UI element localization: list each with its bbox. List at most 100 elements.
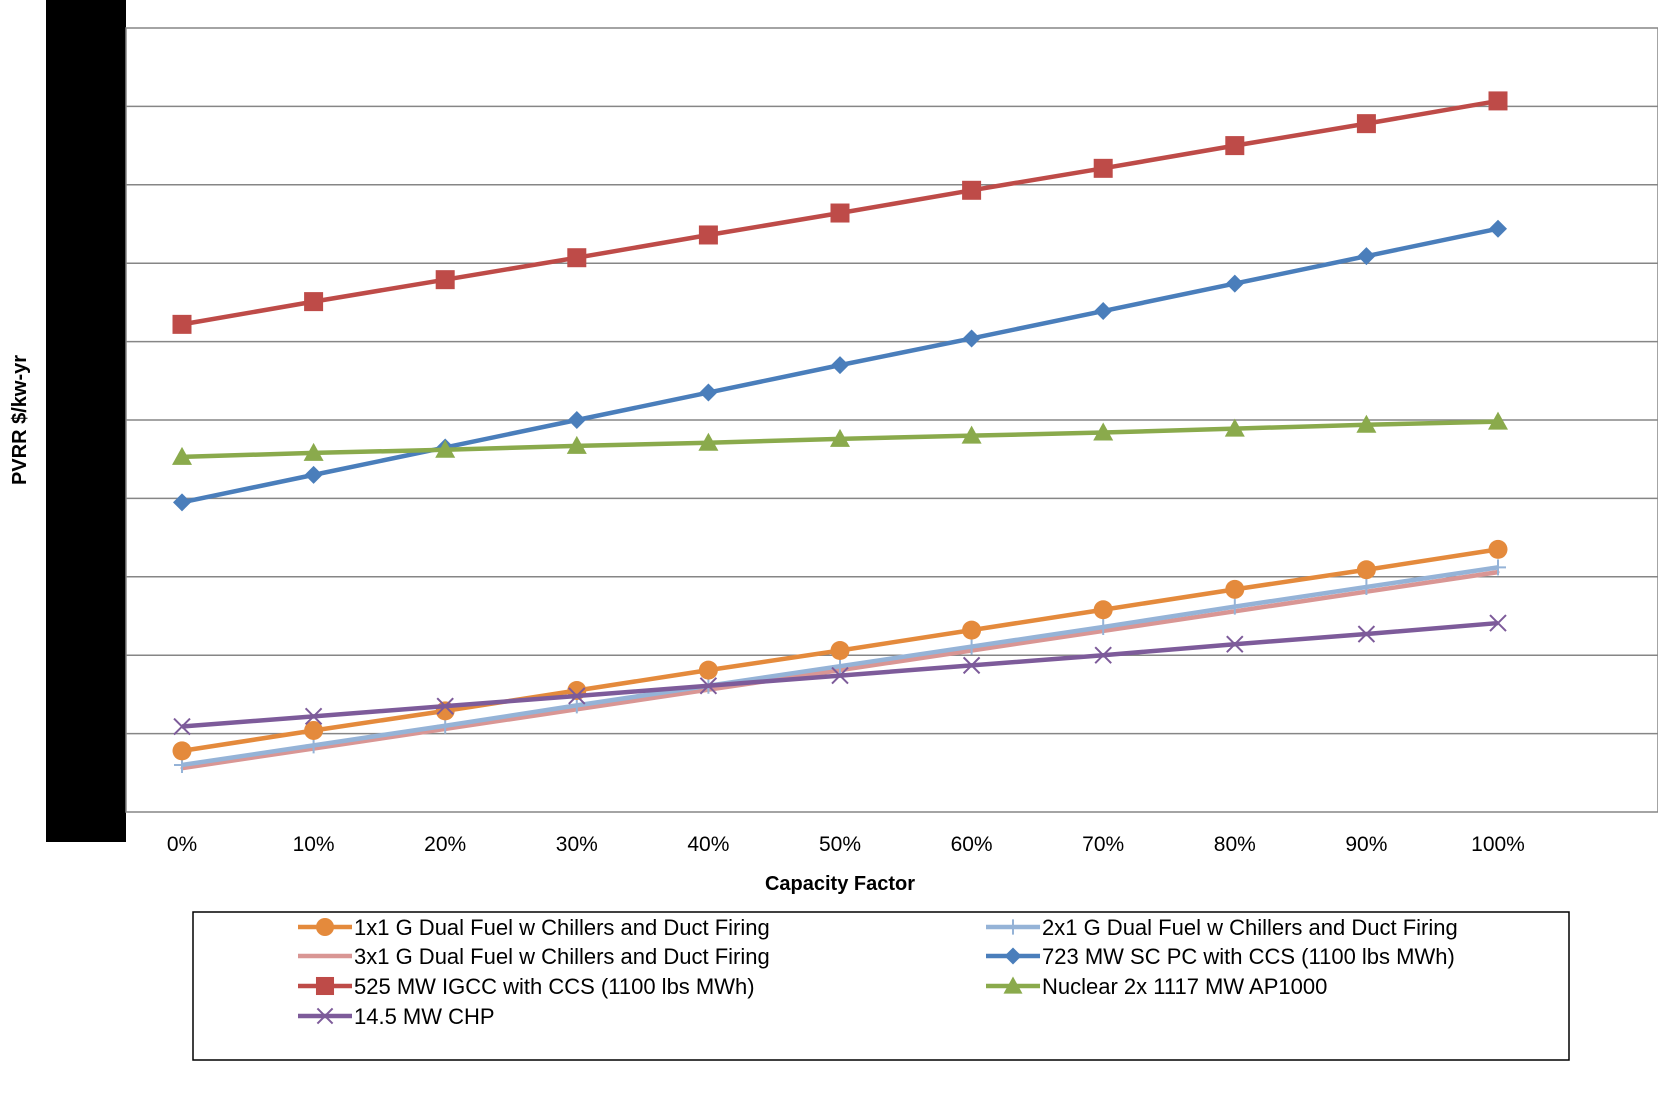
data-point <box>1225 579 1245 599</box>
x-tick-label: 50% <box>819 833 861 856</box>
data-point <box>1489 219 1507 238</box>
data-point <box>699 383 718 402</box>
data-point <box>1003 976 1023 994</box>
data-point <box>962 656 981 675</box>
data-point <box>172 741 192 761</box>
legend-label: Nuclear 2x 1117 MW AP1000 <box>1042 974 1327 999</box>
x-tick-label: 20% <box>424 833 466 856</box>
data-point <box>830 203 850 223</box>
legend-label: 1x1 G Dual Fuel w Chillers and Duct Firi… <box>354 915 770 940</box>
series-4 <box>173 219 1507 512</box>
data-point <box>323 954 327 958</box>
series-group <box>172 91 1508 773</box>
data-point <box>1357 247 1376 266</box>
data-point <box>830 428 850 447</box>
data-point <box>437 717 454 734</box>
data-point <box>173 717 191 736</box>
x-tick-label: 90% <box>1345 833 1387 856</box>
data-point <box>1356 560 1376 580</box>
data-point <box>699 677 718 695</box>
series-6 <box>172 411 1508 465</box>
data-point <box>304 465 323 484</box>
legend-item: Nuclear 2x 1117 MW AP1000 <box>986 974 1327 999</box>
data-point <box>568 687 586 705</box>
legend-label: 723 MW SC PC with CCS (1100 lbs MWh) <box>1042 944 1455 969</box>
data-point <box>1226 598 1243 615</box>
series-5 <box>172 91 1508 334</box>
legend-item: 525 MW IGCC with CCS (1100 lbs MWh) <box>298 974 755 999</box>
data-point <box>1095 618 1112 635</box>
data-point <box>305 737 322 754</box>
legend-box <box>192 911 1570 1061</box>
data-point <box>568 697 585 714</box>
legend-item: 1x1 G Dual Fuel w Chillers and Duct Firi… <box>298 915 770 940</box>
x-tick-label: 60% <box>951 833 993 856</box>
legend: 1x1 G Dual Fuel w Chillers and Duct Firi… <box>298 915 1458 1029</box>
data-point <box>1226 635 1244 653</box>
data-point <box>1093 600 1113 620</box>
legend-label: 14.5 MW CHP <box>354 1004 495 1029</box>
data-point <box>1225 136 1245 156</box>
data-point <box>435 270 455 290</box>
data-point <box>1488 411 1508 430</box>
data-point <box>173 493 191 512</box>
data-point <box>172 314 192 334</box>
data-point <box>1093 422 1114 441</box>
data-point <box>961 425 982 444</box>
data-point <box>436 697 454 715</box>
plot-area-border <box>125 27 1658 813</box>
x-tick-label: 30% <box>556 833 598 856</box>
data-point <box>435 439 456 458</box>
data-point <box>1004 947 1022 965</box>
data-point <box>1357 625 1376 643</box>
data-point <box>698 225 718 245</box>
legend-label: 3x1 G Dual Fuel w Chillers and Duct Firi… <box>354 944 770 969</box>
data-point <box>304 292 324 312</box>
data-point <box>698 432 719 451</box>
x-axis-tick-labels: 0% 10% 20% 30% 40% 50% 60% 70% 80% 90% 100% <box>167 833 1525 856</box>
data-point <box>962 180 982 200</box>
x-tick-label: 10% <box>293 833 335 856</box>
data-point <box>1356 414 1377 433</box>
x-axis-title: Capacity Factor <box>765 873 915 895</box>
data-point <box>831 356 849 375</box>
data-point <box>566 435 587 454</box>
data-point <box>1488 91 1508 111</box>
data-point <box>831 666 849 685</box>
data-point <box>316 1007 334 1025</box>
data-point <box>698 660 718 680</box>
data-point <box>1005 919 1021 935</box>
data-point <box>1358 578 1375 595</box>
data-point <box>1094 646 1112 664</box>
legend-label: 2x1 G Dual Fuel w Chillers and Duct Firi… <box>1042 915 1458 940</box>
data-point <box>1490 559 1506 576</box>
series-7 <box>173 614 1507 736</box>
data-point <box>830 640 850 660</box>
data-point <box>832 658 848 675</box>
data-point <box>1224 418 1245 437</box>
data-point <box>1094 302 1113 321</box>
data-point <box>303 442 324 461</box>
data-point <box>963 638 980 655</box>
x-tick-label: 100% <box>1471 833 1525 856</box>
y-axis-title: PVRR $/kw-yr <box>9 355 31 485</box>
series-1 <box>172 539 1508 761</box>
data-point <box>1489 614 1507 632</box>
data-point <box>1093 158 1113 178</box>
x-tick-label: 40% <box>687 833 729 856</box>
x-tick-label: 0% <box>167 833 197 856</box>
data-point <box>1356 114 1376 134</box>
legend-label: 525 MW IGCC with CCS (1100 lbs MWh) <box>354 974 755 999</box>
data-point <box>962 620 982 640</box>
legend-item: 3x1 G Dual Fuel w Chillers and Duct Firi… <box>298 944 770 969</box>
data-point <box>567 248 587 268</box>
data-point <box>304 707 323 726</box>
data-point <box>1488 539 1508 559</box>
data-point <box>1225 274 1244 293</box>
data-point <box>315 917 335 937</box>
data-point <box>304 720 324 740</box>
data-point <box>962 329 981 348</box>
legend-item: 2x1 G Dual Fuel w Chillers and Duct Firi… <box>986 915 1458 940</box>
legend-item: 14.5 MW CHP <box>298 1004 495 1029</box>
